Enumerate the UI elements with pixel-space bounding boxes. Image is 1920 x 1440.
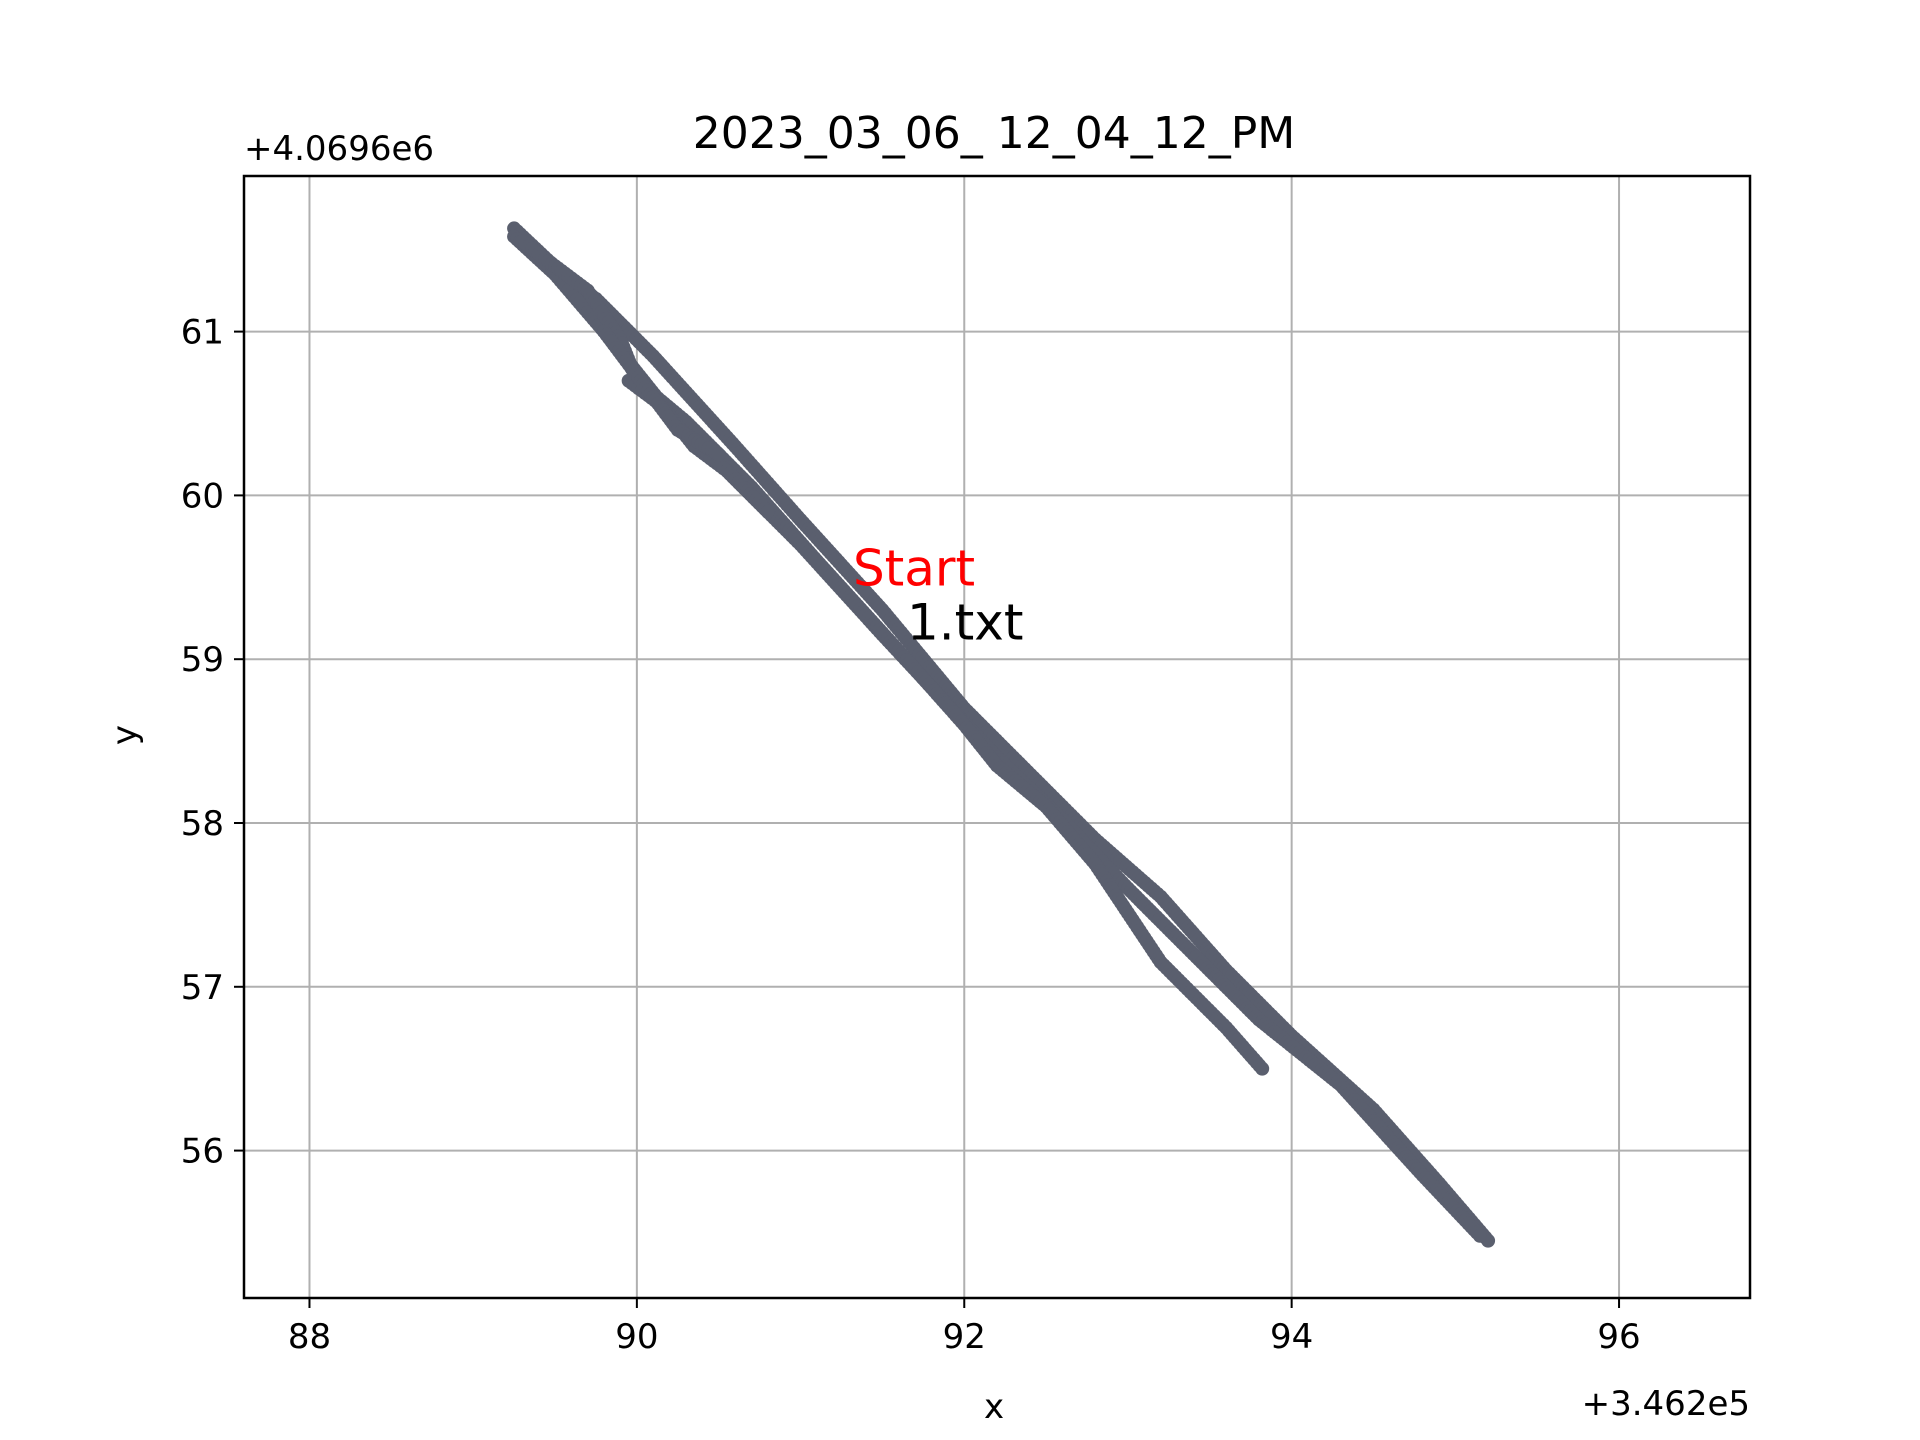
y-axis-label: y (105, 725, 145, 745)
x-tick-label: 92 (943, 1317, 986, 1357)
y-offset-label: +4.0696e6 (244, 129, 434, 169)
x-tick-label: 90 (615, 1317, 658, 1357)
data-point (760, 504, 775, 519)
x-offset-label: +3.462e5 (1582, 1384, 1750, 1424)
y-tick-label: 56 (181, 1132, 224, 1172)
y-tick-label: 59 (181, 640, 224, 680)
file-annotation: 1.txt (907, 594, 1024, 652)
data-point (711, 447, 726, 462)
data-point (1472, 1228, 1487, 1243)
x-tick-label: 96 (1597, 1317, 1640, 1357)
data-series (507, 221, 1496, 1248)
x-axis-label: x (984, 1387, 1004, 1427)
axis-ticks: 88 90 92 94 96 56 57 58 59 60 61 (181, 313, 1641, 1357)
grid-lines (244, 176, 1750, 1298)
y-tick-label: 60 (181, 476, 224, 516)
start-annotation: Start (853, 539, 975, 597)
x-tick-label: 88 (288, 1317, 331, 1357)
x-tick-label: 94 (1270, 1317, 1313, 1357)
y-tick-label: 61 (181, 313, 224, 353)
plot-area-frame (242, 174, 1752, 1300)
y-tick-label: 57 (181, 968, 224, 1008)
data-point (1255, 1061, 1270, 1076)
y-tick-label: 58 (181, 804, 224, 844)
chart-title: 2023_03_06_ 12_04_12_PM (693, 108, 1295, 159)
